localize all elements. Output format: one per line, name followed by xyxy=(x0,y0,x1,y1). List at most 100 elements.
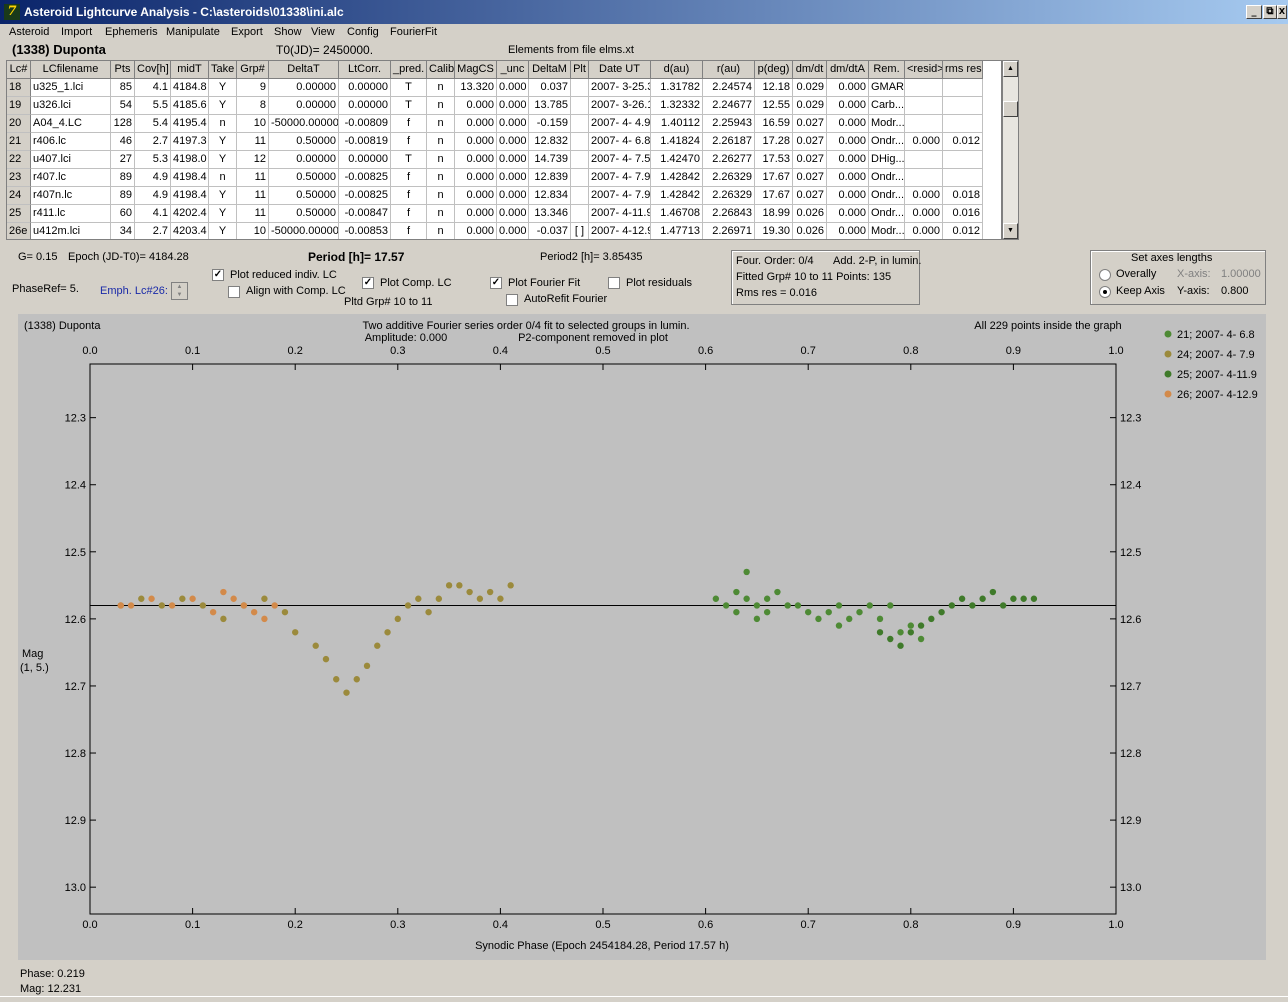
restore-button[interactable]: ⧉ xyxy=(1263,5,1277,19)
table-cell[interactable] xyxy=(571,79,589,97)
table-row[interactable]: 18 u325_1.lci 85 4.1 4184.8 Y 9 0.00000 0.00000 T… xyxy=(7,79,1001,97)
table-cell[interactable]: 1.42470 xyxy=(651,151,703,169)
table-cell[interactable]: 11 xyxy=(237,187,269,205)
table-cell[interactable]: 25 xyxy=(7,205,31,223)
table-cell[interactable]: 4197.3 xyxy=(171,133,209,151)
table-cell[interactable]: 0.00000 xyxy=(269,97,339,115)
table-cell[interactable]: 0.000 xyxy=(827,97,869,115)
table-cell[interactable]: 18.99 xyxy=(755,205,793,223)
table-cell[interactable]: 85 xyxy=(111,79,135,97)
app-icon[interactable]: 7 xyxy=(4,4,20,20)
table-cell[interactable]: 0.000 xyxy=(497,97,529,115)
table-cell[interactable]: 89 xyxy=(111,187,135,205)
table-cell[interactable]: 0.026 xyxy=(793,223,827,239)
table-cell[interactable]: 1.41824 xyxy=(651,133,703,151)
table-cell[interactable]: 4198.0 xyxy=(171,151,209,169)
table-cell[interactable]: Carb... xyxy=(869,97,905,115)
column-header[interactable]: Date UT xyxy=(589,61,651,79)
table-cell[interactable]: 1.47713 xyxy=(651,223,703,239)
table-cell[interactable]: n xyxy=(427,187,455,205)
table-cell[interactable]: 0.029 xyxy=(793,97,827,115)
table-cell[interactable]: Y xyxy=(209,79,237,97)
table-cell[interactable]: 0.000 xyxy=(827,205,869,223)
table-cell[interactable]: 2007- 3-26.1 xyxy=(589,97,651,115)
table-cell[interactable]: 0.00000 xyxy=(339,151,391,169)
table-cell[interactable]: Y xyxy=(209,187,237,205)
table-cell[interactable]: 0.027 xyxy=(793,115,827,133)
table-cell[interactable]: Modr... xyxy=(869,115,905,133)
table-cell[interactable]: -0.00825 xyxy=(339,169,391,187)
table-cell[interactable]: T xyxy=(391,97,427,115)
table-cell[interactable]: n xyxy=(427,151,455,169)
table-row[interactable]: 26e u412m.lci 34 2.7 4203.4 Y 10 -50000.00000 -0… xyxy=(7,223,1001,239)
column-header[interactable]: Pts xyxy=(111,61,135,79)
table-cell[interactable]: T xyxy=(391,151,427,169)
table-cell[interactable] xyxy=(571,151,589,169)
keep-axis-radio[interactable] xyxy=(1099,286,1111,298)
table-cell[interactable]: 11 xyxy=(237,205,269,223)
table-cell[interactable]: 2.25943 xyxy=(703,115,755,133)
plot-comp-checkbox[interactable]: ✓ xyxy=(362,277,374,289)
table-cell[interactable]: 0.50000 xyxy=(269,205,339,223)
table-cell[interactable]: 1.32332 xyxy=(651,97,703,115)
table-cell[interactable]: 17.67 xyxy=(755,169,793,187)
table-cell[interactable]: 0.000 xyxy=(905,133,943,151)
table-cell[interactable]: r407n.lc xyxy=(31,187,111,205)
table-cell[interactable]: 0.00000 xyxy=(339,97,391,115)
column-header[interactable]: DeltaT xyxy=(269,61,339,79)
menu-export[interactable]: Export xyxy=(231,26,263,38)
table-cell[interactable]: 2.26187 xyxy=(703,133,755,151)
table-cell[interactable]: 24 xyxy=(7,187,31,205)
table-cell[interactable]: 4.1 xyxy=(135,79,171,97)
table-cell[interactable]: 1.40112 xyxy=(651,115,703,133)
column-header[interactable]: Plt xyxy=(571,61,589,79)
column-header[interactable]: LtCorr. xyxy=(339,61,391,79)
menu-show[interactable]: Show xyxy=(274,26,302,38)
table-cell[interactable]: 9 xyxy=(237,79,269,97)
table-cell[interactable]: 1.31782 xyxy=(651,79,703,97)
plot-reduced-checkbox[interactable]: ✓ xyxy=(212,269,224,281)
table-cell[interactable]: 0.000 xyxy=(455,223,497,239)
column-header[interactable]: DeltaM xyxy=(529,61,571,79)
table-cell[interactable]: u407.lci xyxy=(31,151,111,169)
column-header[interactable]: d(au) xyxy=(651,61,703,79)
column-header[interactable]: Cov[h] xyxy=(135,61,171,79)
table-cell[interactable]: 21 xyxy=(7,133,31,151)
table-cell[interactable] xyxy=(571,187,589,205)
table-cell[interactable]: Y xyxy=(209,151,237,169)
table-cell[interactable]: 10 xyxy=(237,115,269,133)
table-cell[interactable]: f xyxy=(391,187,427,205)
table-cell[interactable]: 4203.4 xyxy=(171,223,209,239)
table-cell[interactable]: 4.1 xyxy=(135,205,171,223)
table-cell[interactable]: 128 xyxy=(111,115,135,133)
table-cell[interactable]: 2.7 xyxy=(135,223,171,239)
table-cell[interactable]: u412m.lci xyxy=(31,223,111,239)
table-cell[interactable]: 2.26277 xyxy=(703,151,755,169)
table-cell[interactable]: Ondr... xyxy=(869,205,905,223)
table-cell[interactable] xyxy=(571,169,589,187)
table-cell[interactable]: 0.012 xyxy=(943,223,983,239)
table-cell[interactable]: 20 xyxy=(7,115,31,133)
table-cell[interactable]: 2.26971 xyxy=(703,223,755,239)
table-cell[interactable]: Y xyxy=(209,133,237,151)
column-header[interactable]: _pred. xyxy=(391,61,427,79)
table-cell[interactable]: f xyxy=(391,133,427,151)
table-cell[interactable]: [ ] xyxy=(571,223,589,239)
column-header[interactable]: LCfilename xyxy=(31,61,111,79)
table-cell[interactable]: n xyxy=(427,115,455,133)
table-cell[interactable] xyxy=(943,97,983,115)
period2-value[interactable]: Period2 [h]= 3.85435 xyxy=(540,251,643,263)
column-header[interactable]: dm/dt xyxy=(793,61,827,79)
table-cell[interactable]: n xyxy=(427,97,455,115)
column-header[interactable]: <resid> xyxy=(905,61,943,79)
table-cell[interactable]: 0.000 xyxy=(455,187,497,205)
table-row[interactable]: 20 A04_4.LC 128 5.4 4195.4 n 10 -50000.00000 -0.… xyxy=(7,115,1001,133)
column-header[interactable]: dm/dtA xyxy=(827,61,869,79)
table-cell[interactable]: 4198.4 xyxy=(171,187,209,205)
table-cell[interactable]: 22 xyxy=(7,151,31,169)
table-cell[interactable]: 13.785 xyxy=(529,97,571,115)
table-cell[interactable]: Ondr... xyxy=(869,187,905,205)
minimize-button[interactable]: _ xyxy=(1246,5,1262,19)
table-cell[interactable] xyxy=(943,151,983,169)
